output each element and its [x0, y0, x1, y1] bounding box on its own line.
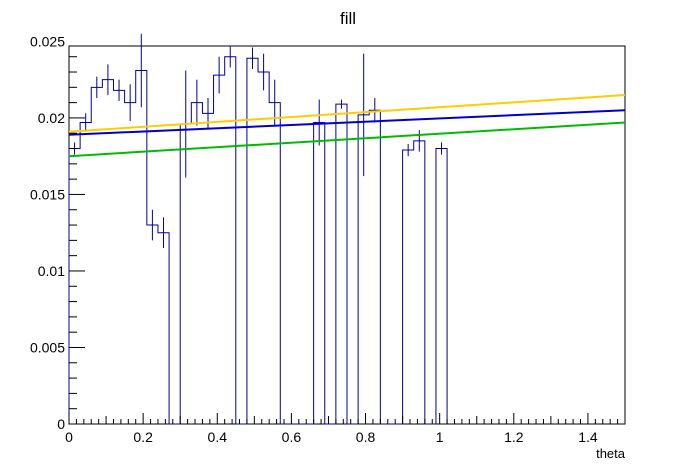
y-tick-label: 0 [57, 416, 65, 432]
histogram-bins [68, 33, 448, 425]
fit-line-1 [68, 93, 626, 133]
y-tick-label: 0.005 [30, 339, 65, 355]
fit-line-2 [68, 109, 626, 136]
x-tick-label: 0.2 [133, 429, 153, 445]
fit-line-3 [68, 121, 626, 158]
x-tick-label: 1 [436, 429, 444, 445]
y-tick-label: 0.01 [38, 263, 65, 279]
y-tick-label: 0.02 [38, 110, 65, 126]
x-tick-label: 1.4 [578, 429, 598, 445]
x-tick-label: 0 [65, 429, 73, 445]
x-tick-label: 0.8 [356, 429, 376, 445]
y-tick-label: 0.025 [30, 33, 65, 49]
histogram-outline [68, 56, 448, 425]
x-tick-label: 1.2 [504, 429, 524, 445]
y-tick-label: 0.015 [30, 186, 65, 202]
x-tick-label: 0.6 [282, 429, 302, 445]
chart-title: fill [340, 9, 356, 28]
fit-lines [68, 93, 626, 158]
y-axis: 0 0.005 0.01 0.015 0.02 0.025 [30, 33, 85, 432]
x-tick-label: 0.4 [208, 429, 228, 445]
x-axis: 0 0.2 0.4 0.6 0.8 1 1.2 1.4 [65, 413, 626, 445]
x-axis-label: theta [596, 446, 626, 461]
